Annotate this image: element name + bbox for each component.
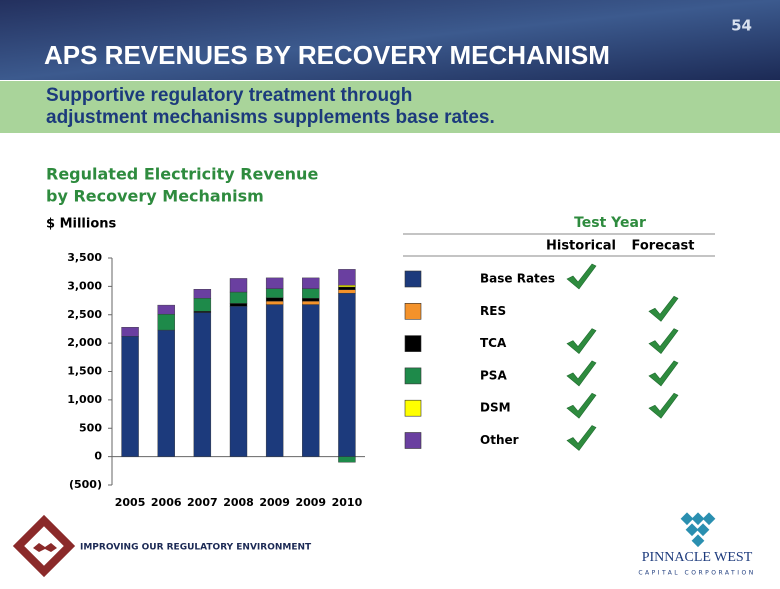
- slide-title: APS REVENUES BY RECOVERY MECHANISM: [44, 40, 610, 70]
- x-tick-label: 2008: [223, 496, 254, 509]
- bar-segment: [121, 327, 139, 337]
- bar-segment: [229, 278, 248, 293]
- check-mark: [566, 392, 597, 419]
- legend-swatch: [404, 270, 422, 288]
- bar-segment: [338, 269, 356, 286]
- legend-label: Base Rates: [480, 272, 555, 286]
- y-tick-label: 2,500: [67, 308, 102, 321]
- bar-segment: [338, 285, 356, 288]
- bar-segment: [302, 300, 320, 305]
- subtitle: Supportive regulatory treatment through: [46, 85, 412, 106]
- bar-segment: [338, 289, 356, 294]
- y-tick-label: 1,500: [67, 365, 102, 378]
- company-name: PINNACLE WEST: [642, 550, 753, 565]
- check-mark: [566, 425, 597, 451]
- legend-label: RES: [480, 304, 506, 318]
- chart-title: Regulated Electricity Revenue: [46, 165, 318, 184]
- bar-segment: [193, 312, 212, 457]
- x-tick-label: 2009: [259, 496, 290, 509]
- bar-segment: [121, 336, 139, 457]
- y-tick-label: 500: [79, 421, 102, 434]
- x-tick-label: 2007: [187, 496, 218, 509]
- subtitle-band: [0, 81, 780, 133]
- check-mark: [566, 360, 597, 387]
- footer-logo: [12, 514, 76, 578]
- y-tick-label: 1,000: [67, 393, 102, 406]
- check-mark: [648, 392, 679, 419]
- legend-swatch: [404, 335, 422, 352]
- company-tagline: CAPITAL CORPORATION: [638, 570, 755, 577]
- check-mark: [566, 328, 597, 355]
- bar-segment: [338, 286, 356, 290]
- y-tick-label: 3,000: [67, 279, 102, 292]
- y-axis-label: $ Millions: [46, 217, 117, 232]
- check-mark: [648, 360, 679, 387]
- bar-segment: [157, 304, 175, 315]
- legend-swatch: [404, 302, 422, 320]
- bar-segment: [338, 456, 356, 463]
- column-header: Forecast: [632, 239, 695, 254]
- x-tick-label: 2005: [115, 496, 146, 509]
- y-tick-label: 3,500: [67, 251, 102, 264]
- bar-segment: [302, 277, 320, 289]
- bar-segment: [229, 303, 248, 307]
- page-number: 54: [731, 17, 752, 35]
- y-tick-label: 0: [94, 450, 102, 463]
- bar-segment: [265, 297, 284, 302]
- bar-segment: [265, 304, 284, 457]
- header-band: [0, 0, 780, 80]
- bar-segment: [265, 277, 284, 289]
- footer-text: IMPROVING OUR REGULATORY ENVIRONMENT: [80, 543, 312, 553]
- bar-segment: [338, 292, 356, 457]
- bar-segment: [157, 313, 175, 331]
- legend-swatch: [404, 367, 422, 385]
- x-tick-label: 2010: [332, 496, 363, 509]
- bar-segment: [157, 329, 175, 457]
- y-tick-label: (500): [69, 478, 102, 491]
- bar-segment: [302, 288, 320, 299]
- company-logo-mark: [680, 512, 716, 548]
- subtitle: adjustment mechanisms supplements base r…: [46, 107, 495, 128]
- bar-segment: [265, 300, 284, 305]
- bar-segment: [193, 298, 212, 312]
- table-title: Test Year: [574, 215, 646, 231]
- check-mark: [648, 328, 679, 355]
- check-mark: [648, 295, 679, 322]
- bar-segment: [229, 291, 248, 304]
- legend-label: TCA: [480, 336, 507, 350]
- chart-title: by Recovery Mechanism: [46, 187, 264, 206]
- x-tick-label: 2009: [295, 496, 326, 509]
- bar-segment: [302, 304, 320, 457]
- bar-segment: [302, 298, 320, 302]
- y-tick-label: 2,000: [67, 336, 102, 349]
- legend-label: Other: [480, 433, 519, 447]
- legend-label: PSA: [480, 368, 507, 382]
- bar-segment: [265, 288, 284, 298]
- legend-swatch: [404, 399, 422, 417]
- bar-segment: [193, 289, 212, 299]
- column-header: Historical: [546, 239, 616, 254]
- x-tick-label: 2006: [151, 496, 182, 509]
- check-mark: [566, 263, 597, 290]
- legend-swatch: [404, 432, 422, 449]
- legend-label: DSM: [480, 401, 511, 415]
- bar-segment: [229, 306, 248, 457]
